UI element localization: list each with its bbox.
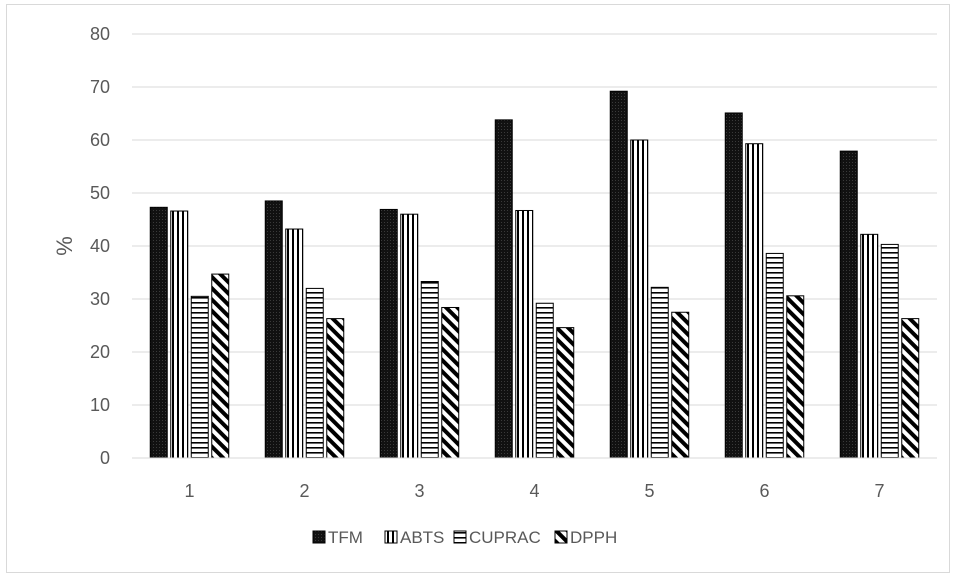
bar-tfm-2 [264, 200, 283, 459]
y-tick-label: 80 [90, 24, 110, 44]
bar-cuprac-2 [305, 287, 324, 459]
x-tick-label: 5 [644, 481, 654, 501]
bar-cuprac-5 [650, 286, 669, 459]
x-tick-label: 2 [299, 481, 309, 501]
legend-label-cuprac: CUPRAC [469, 528, 541, 547]
y-tick-label: 60 [90, 130, 110, 150]
legend: TFM ABTS CUPRAC DPPH [312, 528, 617, 547]
x-tick-label: 3 [414, 481, 424, 501]
y-tick-label: 50 [90, 183, 110, 203]
bar-dpph-6 [786, 295, 805, 459]
legend-swatch-cuprac [453, 530, 467, 544]
bar-tfm-5 [609, 90, 628, 459]
y-tick-labels: 0 10 20 30 40 50 60 70 80 [90, 24, 110, 468]
bar-cuprac-7 [880, 243, 899, 459]
bar-tfm-3 [379, 208, 398, 459]
bar-tfm-7 [839, 150, 858, 459]
bar-tfm-6 [724, 112, 743, 459]
bar-dpph-1 [211, 273, 230, 459]
legend-label-dpph: DPPH [570, 528, 617, 547]
bar-cuprac-4 [535, 302, 554, 459]
bar-abts-4 [515, 209, 534, 459]
x-tick-label: 1 [184, 481, 194, 501]
x-tick-labels: 1 2 3 4 5 6 7 [184, 481, 884, 501]
bar-abts-1 [170, 210, 189, 459]
x-tick-label: 7 [874, 481, 884, 501]
bar-abts-3 [400, 213, 419, 459]
y-tick-label: 20 [90, 342, 110, 362]
bars [149, 90, 920, 459]
y-axis-label: % [52, 236, 77, 256]
legend-label-tfm: TFM [328, 528, 363, 547]
bar-abts-6 [745, 143, 764, 459]
y-tick-label: 30 [90, 289, 110, 309]
bar-dpph-4 [556, 327, 575, 459]
bar-cuprac-3 [420, 281, 439, 459]
legend-swatch-abts [384, 530, 398, 544]
legend-label-abts: ABTS [400, 528, 444, 547]
bar-abts-2 [285, 228, 304, 459]
bar-dpph-7 [901, 318, 920, 459]
y-tick-label: 70 [90, 77, 110, 97]
bar-cuprac-1 [190, 295, 209, 459]
y-tick-label: 40 [90, 236, 110, 256]
bar-abts-5 [630, 139, 649, 459]
legend-swatch-tfm [312, 530, 326, 544]
x-tick-label: 6 [759, 481, 769, 501]
legend-swatch-dpph [554, 530, 568, 544]
bar-cuprac-6 [765, 252, 784, 459]
y-tick-label: 10 [90, 395, 110, 415]
y-tick-label: 0 [100, 448, 110, 468]
bar-tfm-1 [149, 206, 168, 459]
x-tick-label: 4 [529, 481, 539, 501]
bar-dpph-2 [326, 318, 345, 459]
bar-dpph-3 [441, 306, 460, 459]
bar-tfm-4 [494, 119, 513, 459]
bar-abts-7 [860, 233, 879, 459]
gridlines [132, 33, 937, 406]
bar-dpph-5 [671, 311, 690, 459]
